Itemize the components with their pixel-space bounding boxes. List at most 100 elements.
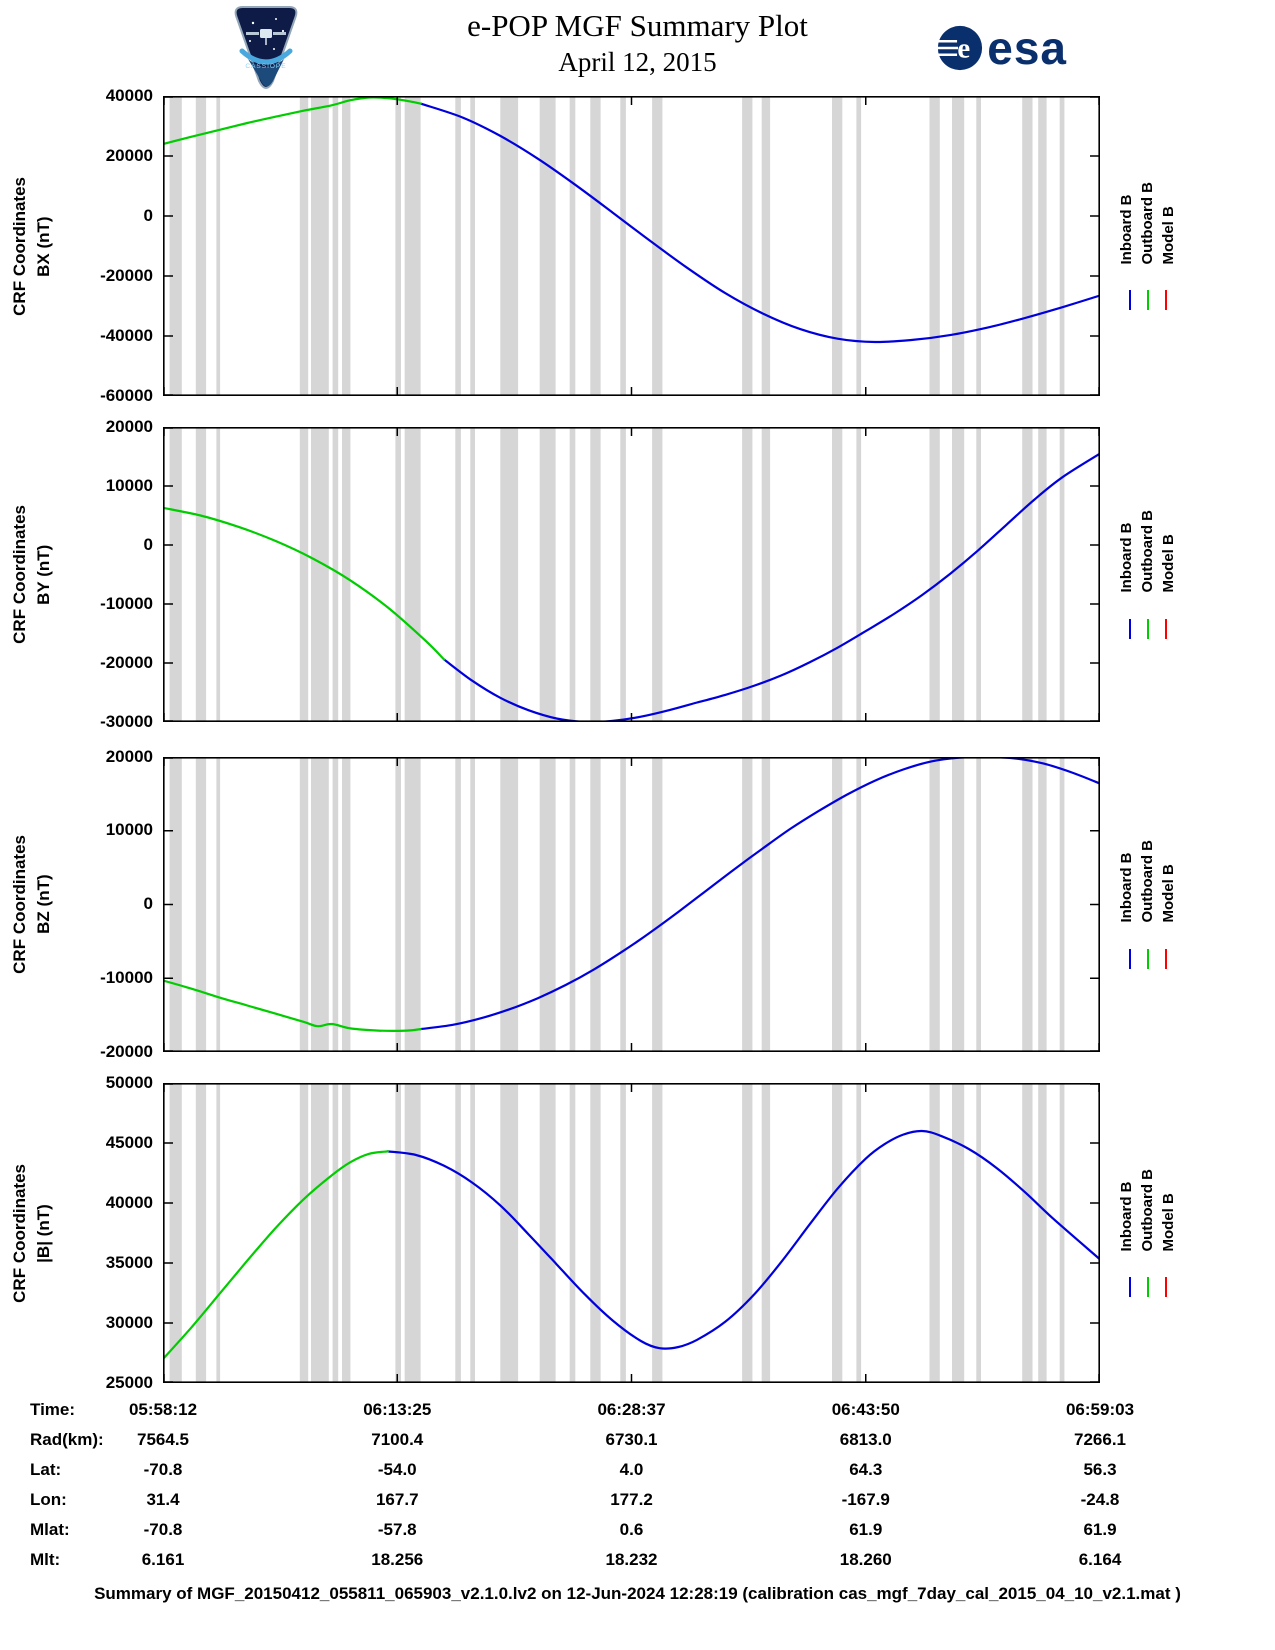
legend-labels: Inboard B Outboard B Model B	[1118, 510, 1178, 593]
data-gap-band	[1038, 757, 1047, 1052]
star-icon	[273, 48, 275, 50]
data-gap-band	[1022, 96, 1033, 396]
data-gap-band	[620, 96, 626, 396]
page-date: April 12, 2015	[558, 46, 717, 77]
legend-label-model-b: Model B	[1160, 205, 1177, 265]
data-gap-band	[500, 427, 519, 722]
data-gap-band	[1022, 427, 1033, 722]
data-gap-band	[1059, 427, 1065, 722]
y-tick-label: -30000	[100, 711, 153, 731]
table-row-mlat: Mlat: -70.8 -57.8 0.6 61.9 61.9	[0, 1516, 1275, 1546]
data-gap-band	[455, 757, 461, 1052]
data-gap-band	[395, 96, 401, 396]
data-gap-band	[929, 96, 940, 396]
y-tick-label: 0	[143, 894, 153, 913]
star-icon	[275, 18, 277, 20]
data-gap-band	[395, 1083, 401, 1383]
data-gap-band	[1022, 757, 1033, 1052]
data-gap-band	[590, 427, 601, 722]
data-gap-band	[761, 96, 771, 396]
data-gap-band	[195, 96, 207, 396]
data-gap-band	[395, 757, 401, 1052]
data-gap-band	[455, 1083, 461, 1383]
table-cell: 0.6	[619, 1520, 644, 1539]
data-gap-band	[299, 96, 309, 396]
data-gap-band	[195, 1083, 207, 1383]
legend-bmag: Inboard B Outboard B Model B	[1100, 1083, 1275, 1383]
plot-canvas-bx	[163, 96, 1100, 396]
legend-bz: Inboard B Outboard B Model B	[1100, 757, 1275, 1052]
legend-marker-model-b	[1165, 618, 1167, 639]
data-gap-band	[929, 427, 940, 722]
legend-content: Inboard B Outboard B Model B	[1118, 510, 1178, 639]
y-axis-label-bmag: CRF Coordinates |B| (nT)	[0, 1083, 64, 1383]
esa-logo: e esa	[934, 22, 1067, 74]
data-gap-band	[929, 1083, 940, 1383]
data-gap-band	[500, 1083, 519, 1383]
table-cell: 177.2	[610, 1490, 653, 1509]
y-tick-label: 45000	[105, 1132, 153, 1152]
data-gap-band	[761, 1083, 771, 1383]
y-tick-label: 10000	[105, 475, 153, 495]
data-gap-band	[342, 1083, 351, 1383]
data-gap-band	[342, 96, 351, 396]
table-cell: -24.8	[1080, 1490, 1120, 1509]
table-row-lat: Lat: -70.8 -54.0 4.0 64.3 56.3	[0, 1456, 1275, 1486]
y-tick-label: -10000	[100, 967, 153, 987]
y-tick-label: 0	[143, 534, 153, 554]
legend-content: Inboard B Outboard B Model B	[1118, 182, 1178, 311]
y-axis-label-line: CRF Coordinates	[10, 176, 30, 316]
data-gap-band	[216, 96, 221, 396]
y-tick-label: -40000	[100, 325, 153, 345]
series-inboard-b	[386, 1129, 1100, 1350]
data-gap-band	[832, 96, 843, 396]
table-row-label: Rad(km):	[30, 1430, 104, 1449]
chart-panel-bz: CRF Coordinates BZ (nT) 20000 10000 0 -10000 -…	[0, 747, 1275, 1061]
y-axis-label-line: CRF Coordinates	[10, 835, 30, 974]
data-gap-band	[311, 757, 329, 1052]
data-gap-band	[569, 96, 576, 396]
data-gap-band	[216, 427, 221, 722]
chart-panel-by: CRF Coordinates BY (nT) 20000 10000 0 -10000 -…	[0, 417, 1275, 731]
y-tick-label: -60000	[100, 385, 153, 405]
table-cell: 06:43:50	[831, 1400, 900, 1419]
plot-area-by	[163, 427, 1100, 722]
y-tick-label: 50000	[105, 1072, 153, 1092]
data-gap-band	[342, 757, 351, 1052]
data-gap-band	[652, 757, 663, 1052]
legend-marker-model-b	[1165, 290, 1167, 311]
data-gap-band	[590, 96, 601, 396]
plot-border	[163, 1083, 1100, 1383]
data-gap-band	[832, 757, 843, 1052]
plot-border	[163, 96, 1100, 396]
table-cell: -70.8	[143, 1460, 183, 1479]
data-gap-band	[455, 427, 461, 722]
plot-title-block: e-POP MGF Summary Plot April 12, 2015	[0, 0, 1275, 78]
y-tick-label: 10000	[105, 820, 153, 840]
data-gap-band	[856, 1083, 862, 1383]
earth-icon	[248, 59, 284, 87]
table-cell: 6.161	[141, 1550, 185, 1569]
legend-markers	[1129, 1277, 1167, 1298]
series-inboard-b	[419, 757, 1100, 1031]
legend-marker-model-b	[1165, 948, 1167, 969]
series-outboard-b	[163, 96, 422, 146]
plot-area-bmag	[163, 1083, 1100, 1383]
data-gap-band	[742, 96, 753, 396]
data-gap-band	[470, 757, 475, 1052]
table-cell: -57.8	[377, 1520, 417, 1539]
legend-labels: Inboard B Outboard B Model B	[1118, 182, 1178, 265]
data-gap-band	[1038, 427, 1047, 722]
data-gap-band	[299, 757, 309, 1052]
plot-area-bx	[163, 96, 1100, 396]
plot-canvas-by	[163, 427, 1100, 722]
data-gap-band	[195, 757, 207, 1052]
star-icon	[251, 21, 255, 25]
data-gap-band	[1022, 1083, 1033, 1383]
data-gap-band	[1038, 96, 1047, 396]
data-gap-band	[1038, 1083, 1047, 1383]
data-gap-band	[404, 96, 421, 396]
y-tick-labels-by: 20000 10000 0 -10000 -20000 -30000	[64, 417, 163, 731]
data-gap-band	[1059, 1083, 1065, 1383]
table-cell: 6.164	[1078, 1550, 1122, 1569]
